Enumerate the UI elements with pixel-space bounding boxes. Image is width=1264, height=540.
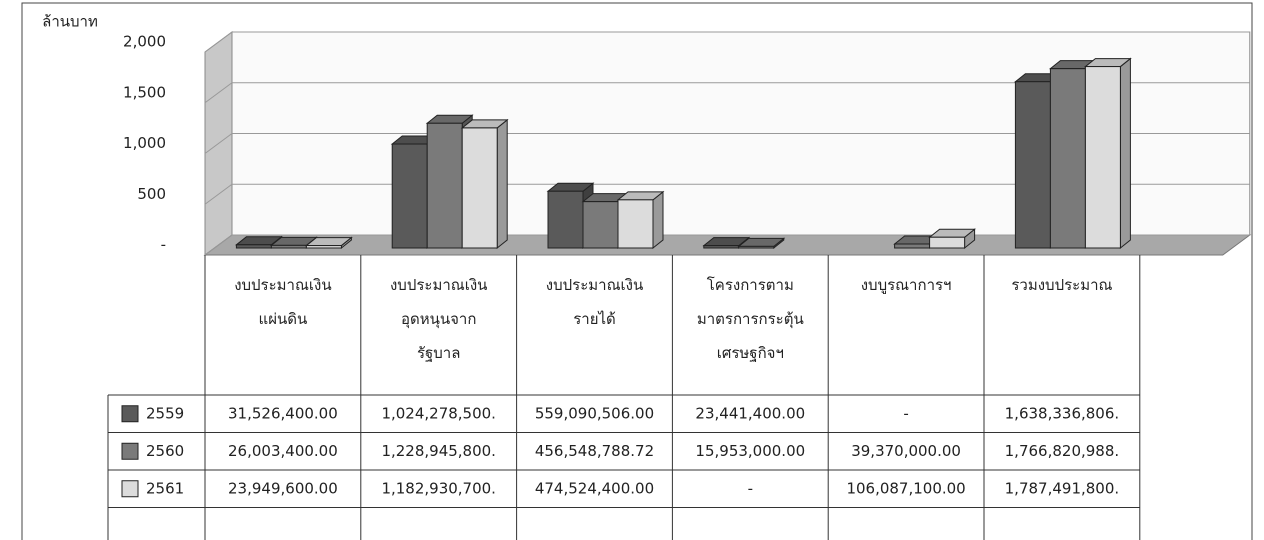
- data-label: 1,766,820,988.: [1005, 442, 1120, 460]
- legend-label: 2560: [146, 442, 184, 460]
- x-tick-label: งบประมาณเงินแผ่นดิน: [234, 276, 331, 328]
- data-label: 39,370,000.00: [851, 442, 961, 460]
- data-label: -: [903, 404, 908, 422]
- data-label: 31,526,400.00: [228, 404, 338, 422]
- bar: [929, 236, 966, 249]
- bar: [1049, 68, 1086, 249]
- grid-line: [204, 234, 1250, 256]
- bar: [461, 127, 498, 249]
- x-tick-label: โครงการตามมาตรการกระตุ้นเศรษฐกิจฯ: [697, 276, 804, 362]
- legend-swatch: [121, 480, 139, 498]
- data-label: 26,003,400.00: [228, 442, 338, 460]
- x-tick-label: รวมงบประมาณ: [1011, 276, 1112, 294]
- y-tick-label: 2,000: [123, 33, 166, 51]
- data-label: 1,228,945,800.: [381, 442, 496, 460]
- grid-line: [204, 183, 1250, 205]
- legend-label: 2559: [146, 404, 184, 422]
- data-label: 15,953,000.00: [695, 442, 805, 460]
- bar: [894, 243, 931, 249]
- data-label: 1,638,336,806.: [1005, 404, 1120, 422]
- data-label: 1,024,278,500.: [381, 404, 496, 422]
- bar: [617, 199, 654, 249]
- grid-line: [204, 31, 1250, 53]
- y-tick-label: 500: [137, 185, 166, 203]
- bar: [1014, 81, 1051, 249]
- y-tick-label: 1,000: [123, 134, 166, 152]
- bar: [1084, 66, 1121, 249]
- x-tick-label: งบประมาณเงินรายได้: [546, 276, 643, 328]
- data-label: 23,441,400.00: [695, 404, 805, 422]
- data-label: 23,949,600.00: [228, 479, 338, 497]
- legend-label: 2561: [146, 479, 184, 497]
- y-tick-label: 1,500: [123, 83, 166, 101]
- y-axis-label: ล้านบาท: [42, 13, 98, 31]
- bar: [426, 122, 463, 249]
- bar: [703, 245, 740, 249]
- data-label: 1,182,930,700.: [381, 479, 496, 497]
- bar: [270, 244, 307, 249]
- grid-line: [204, 133, 1250, 154]
- bar: [305, 245, 342, 249]
- bar-side: [1119, 57, 1131, 250]
- bar-side: [652, 190, 664, 250]
- data-label: -: [748, 479, 753, 497]
- bar: [738, 245, 775, 249]
- y-tick-label: -: [161, 236, 166, 254]
- x-tick-label: งบบูรณาการฯ: [861, 276, 952, 294]
- data-label: 559,090,506.00: [535, 404, 654, 422]
- data-label: 1,787,491,800.: [1005, 479, 1120, 497]
- data-label: 456,548,788.72: [535, 442, 654, 460]
- bar-side: [496, 118, 508, 250]
- legend-swatch: [121, 442, 139, 460]
- legend-swatch: [121, 405, 139, 423]
- frame: [21, 2, 1253, 540]
- bar: [547, 190, 584, 249]
- bar: [391, 143, 428, 249]
- grid-line: [204, 82, 1250, 104]
- bar: [582, 201, 619, 249]
- data-label: 106,087,100.00: [846, 479, 965, 497]
- data-label: 474,524,400.00: [535, 479, 654, 497]
- x-tick-label: งบประมาณเงินอุดหนุนจากรัฐบาล: [390, 276, 487, 362]
- bar: [235, 244, 272, 249]
